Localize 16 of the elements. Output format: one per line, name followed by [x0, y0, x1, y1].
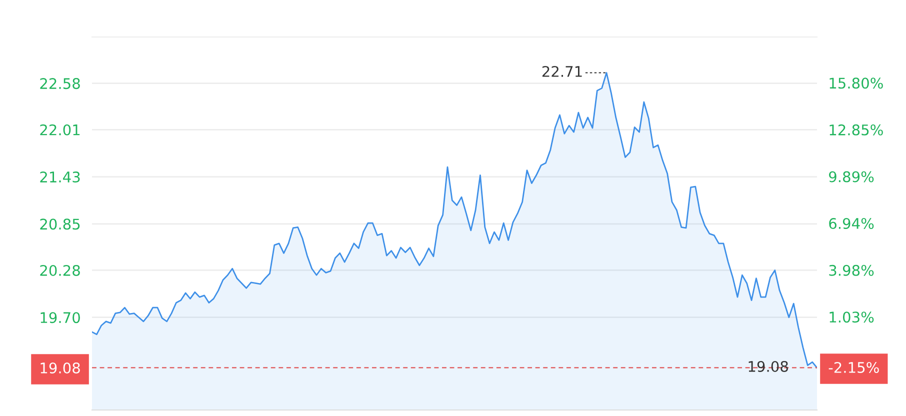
y-tick-label: 22.01 — [40, 124, 80, 136]
y2-tick-label: 12.85% — [830, 124, 883, 136]
y-tick-label: 19.08 — [40, 362, 80, 374]
y2-tick-label: -2.15% — [828, 362, 879, 373]
y-tick-label: 20.85 — [40, 218, 80, 230]
y2-tick-label: 6.94% — [829, 218, 874, 230]
y2-tick-label: 1.03% — [830, 312, 874, 323]
ref-line-label: 19.08 — [748, 360, 788, 372]
y-tick-label: 19.70 — [40, 312, 80, 324]
y-tick-label: 20.28 — [40, 264, 80, 276]
y2-tick-label: 9.89% — [829, 171, 874, 182]
y-tick-label: 21.43 — [40, 171, 80, 183]
y2-tick-label: 3.98% — [829, 264, 874, 276]
y-tick-label: 22.58 — [40, 78, 80, 90]
annotation: 22.71 — [542, 66, 582, 77]
y2-tick-label: 15.80% — [830, 78, 883, 89]
